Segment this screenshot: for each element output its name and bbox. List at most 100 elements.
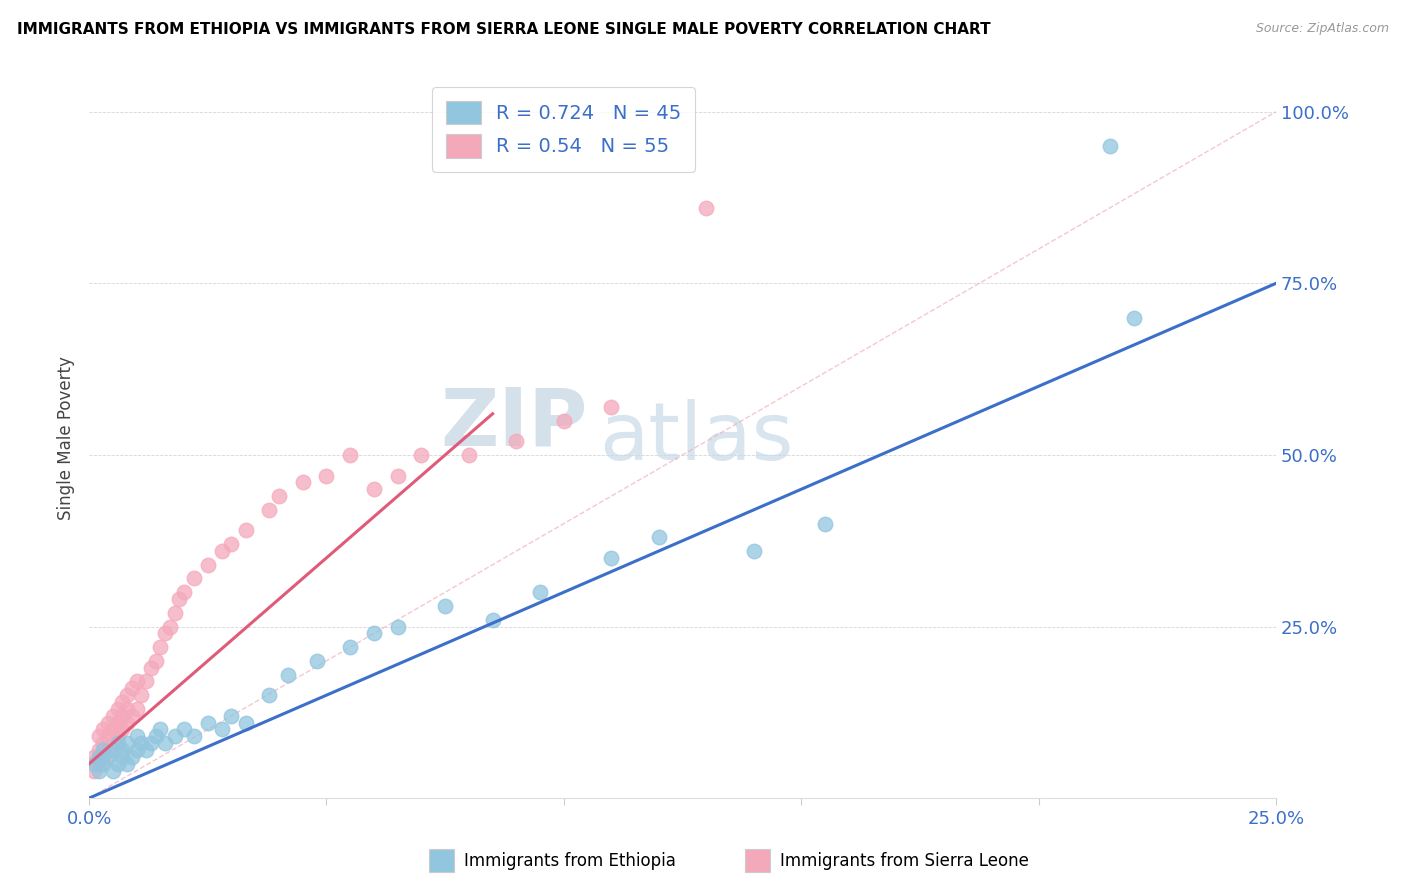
Point — [107, 702, 129, 716]
Text: atlas: atlas — [599, 399, 794, 477]
Text: Source: ZipAtlas.com: Source: ZipAtlas.com — [1256, 22, 1389, 36]
Point — [145, 654, 167, 668]
Point — [648, 530, 671, 544]
Point — [115, 688, 138, 702]
Point — [1098, 139, 1121, 153]
Point — [163, 730, 186, 744]
Point — [235, 715, 257, 730]
Point — [129, 688, 152, 702]
Point — [115, 715, 138, 730]
Point — [87, 743, 110, 757]
Point — [125, 674, 148, 689]
Y-axis label: Single Male Poverty: Single Male Poverty — [58, 356, 75, 520]
Point — [129, 736, 152, 750]
Point — [97, 730, 120, 744]
Text: IMMIGRANTS FROM ETHIOPIA VS IMMIGRANTS FROM SIERRA LEONE SINGLE MALE POVERTY COR: IMMIGRANTS FROM ETHIOPIA VS IMMIGRANTS F… — [17, 22, 990, 37]
Point — [163, 606, 186, 620]
Point — [159, 619, 181, 633]
Point — [101, 708, 124, 723]
Point — [97, 743, 120, 757]
Point — [259, 688, 281, 702]
Point — [135, 743, 157, 757]
Point — [87, 756, 110, 771]
Point — [111, 708, 134, 723]
Point — [125, 702, 148, 716]
Point — [411, 448, 433, 462]
Point — [505, 434, 527, 449]
Point — [553, 414, 575, 428]
Point — [91, 743, 114, 757]
Point — [173, 585, 195, 599]
Point — [145, 730, 167, 744]
Point — [111, 750, 134, 764]
Point — [695, 201, 717, 215]
Point — [83, 764, 105, 778]
Point — [135, 674, 157, 689]
Point — [111, 743, 134, 757]
Point — [83, 756, 105, 771]
Text: Immigrants from Ethiopia: Immigrants from Ethiopia — [464, 852, 676, 870]
Point — [197, 715, 219, 730]
Text: Immigrants from Sierra Leone: Immigrants from Sierra Leone — [780, 852, 1029, 870]
Point — [101, 743, 124, 757]
Point — [153, 626, 176, 640]
Point — [173, 723, 195, 737]
Point — [277, 667, 299, 681]
Point — [814, 516, 837, 531]
Point — [139, 661, 162, 675]
Point — [363, 483, 385, 497]
Point — [149, 640, 172, 654]
Point — [183, 572, 205, 586]
Point — [153, 736, 176, 750]
Point — [97, 750, 120, 764]
Point — [87, 764, 110, 778]
Point — [91, 736, 114, 750]
Point — [115, 702, 138, 716]
Point — [107, 730, 129, 744]
Point — [125, 743, 148, 757]
Point — [1122, 310, 1144, 325]
Point — [101, 723, 124, 737]
Point — [111, 695, 134, 709]
Point — [107, 756, 129, 771]
Point — [91, 750, 114, 764]
Point — [339, 448, 361, 462]
Point — [363, 626, 385, 640]
Point — [434, 599, 457, 613]
Point — [211, 544, 233, 558]
Point — [121, 681, 143, 696]
Point — [87, 730, 110, 744]
Point — [125, 730, 148, 744]
Point — [457, 448, 479, 462]
Point — [87, 750, 110, 764]
Point — [600, 400, 623, 414]
Point — [259, 503, 281, 517]
Point — [83, 750, 105, 764]
Point — [97, 715, 120, 730]
Point — [139, 736, 162, 750]
Text: ZIP: ZIP — [440, 384, 588, 462]
Point — [107, 736, 129, 750]
Point — [121, 708, 143, 723]
Point — [101, 736, 124, 750]
Point — [107, 715, 129, 730]
Point — [115, 736, 138, 750]
Point — [221, 537, 243, 551]
Point — [305, 654, 328, 668]
Point — [267, 489, 290, 503]
Point — [183, 730, 205, 744]
Point — [169, 592, 191, 607]
Point — [387, 619, 409, 633]
Point — [387, 468, 409, 483]
Point — [197, 558, 219, 572]
Point — [481, 613, 503, 627]
Legend: R = 0.724   N = 45, R = 0.54   N = 55: R = 0.724 N = 45, R = 0.54 N = 55 — [432, 87, 696, 171]
Point — [315, 468, 337, 483]
Point — [111, 723, 134, 737]
Point — [149, 723, 172, 737]
Point — [529, 585, 551, 599]
Point — [121, 750, 143, 764]
Point — [235, 524, 257, 538]
Point — [339, 640, 361, 654]
Point — [91, 723, 114, 737]
